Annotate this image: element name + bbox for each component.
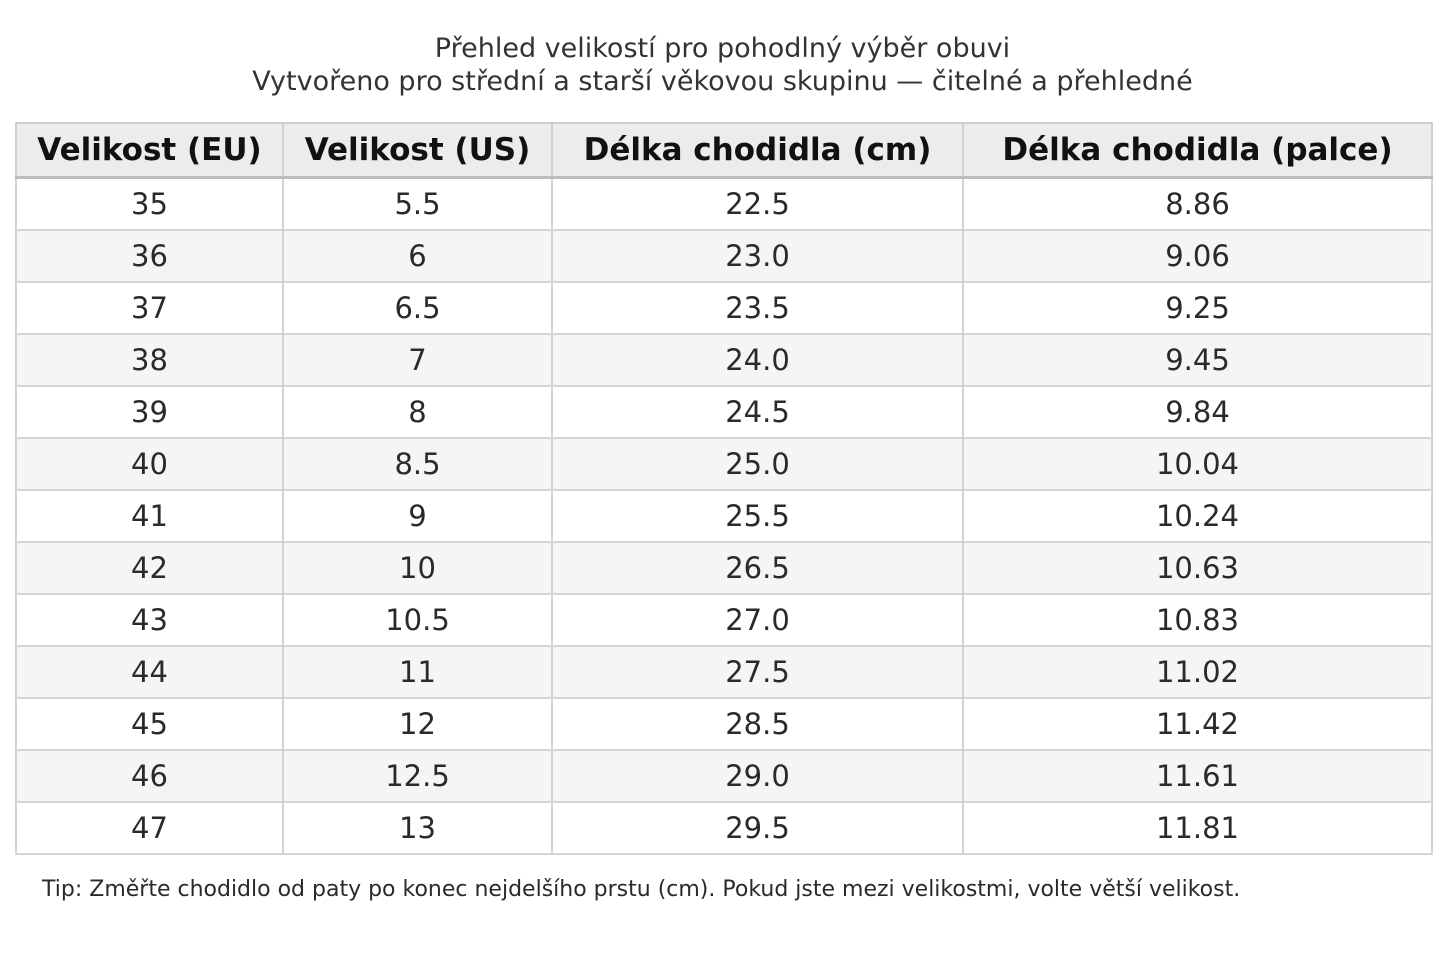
cell-eu-size: 42 <box>15 541 284 595</box>
cell-eu-size: 35 <box>15 176 284 231</box>
table-row: 44 11 27.5 11.02 <box>15 645 1433 699</box>
table-header: Velikost (EU) Velikost (US) Délka chodid… <box>15 122 1433 179</box>
cell-eu-size: 46 <box>15 749 284 803</box>
table-row: 36 6 23.0 9.06 <box>15 229 1433 283</box>
page-subtitle: Vytvořeno pro střední a starší věkovou s… <box>252 66 1193 97</box>
size-table: Velikost (EU) Velikost (US) Délka chodid… <box>15 122 1433 855</box>
cell-us-size: 10 <box>282 541 553 595</box>
table-row: 38 7 24.0 9.45 <box>15 333 1433 387</box>
cell-foot-length-inches: 11.61 <box>962 749 1433 803</box>
cell-foot-length-cm: 27.0 <box>551 593 964 647</box>
cell-foot-length-inches: 11.42 <box>962 697 1433 751</box>
cell-foot-length-inches: 10.63 <box>962 541 1433 595</box>
cell-us-size: 10.5 <box>282 593 553 647</box>
table-row: 45 12 28.5 11.42 <box>15 697 1433 751</box>
cell-foot-length-inches: 9.25 <box>962 281 1433 335</box>
cell-eu-size: 44 <box>15 645 284 699</box>
header-foot-length-inches: Délka chodidla (palce) <box>962 122 1433 179</box>
header-foot-length-cm: Délka chodidla (cm) <box>551 122 964 179</box>
header-row: Velikost (EU) Velikost (US) Délka chodid… <box>15 122 1433 179</box>
table-row: 35 5.5 22.5 8.86 <box>15 176 1433 231</box>
table-row: 47 13 29.5 11.81 <box>15 801 1433 855</box>
cell-foot-length-inches: 11.81 <box>962 801 1433 855</box>
table-row: 41 9 25.5 10.24 <box>15 489 1433 543</box>
cell-foot-length-cm: 23.0 <box>551 229 964 283</box>
cell-foot-length-cm: 27.5 <box>551 645 964 699</box>
cell-us-size: 8.5 <box>282 437 553 491</box>
table-body: 35 5.5 22.5 8.86 36 6 23.0 9.06 37 6.5 23.5 9.25 38 7… <box>15 176 1433 855</box>
cell-us-size: 12 <box>282 697 553 751</box>
cell-foot-length-cm: 24.5 <box>551 385 964 439</box>
cell-foot-length-cm: 23.5 <box>551 281 964 335</box>
cell-us-size: 6 <box>282 229 553 283</box>
cell-eu-size: 45 <box>15 697 284 751</box>
table-row: 43 10.5 27.0 10.83 <box>15 593 1433 647</box>
cell-eu-size: 47 <box>15 801 284 855</box>
table-row: 46 12.5 29.0 11.61 <box>15 749 1433 803</box>
header-eu-size: Velikost (EU) <box>15 122 284 179</box>
cell-us-size: 12.5 <box>282 749 553 803</box>
cell-foot-length-cm: 25.0 <box>551 437 964 491</box>
cell-foot-length-inches: 10.04 <box>962 437 1433 491</box>
cell-foot-length-cm: 28.5 <box>551 697 964 751</box>
table-row: 37 6.5 23.5 9.25 <box>15 281 1433 335</box>
table-row: 40 8.5 25.0 10.04 <box>15 437 1433 491</box>
cell-foot-length-inches: 11.02 <box>962 645 1433 699</box>
cell-eu-size: 39 <box>15 385 284 439</box>
cell-eu-size: 36 <box>15 229 284 283</box>
cell-eu-size: 40 <box>15 437 284 491</box>
table-row: 39 8 24.5 9.84 <box>15 385 1433 439</box>
cell-foot-length-cm: 24.0 <box>551 333 964 387</box>
cell-foot-length-cm: 29.0 <box>551 749 964 803</box>
tip-text: Tip: Změřte chodidlo od paty po konec ne… <box>42 877 1241 902</box>
cell-foot-length-inches: 10.24 <box>962 489 1433 543</box>
cell-foot-length-inches: 10.83 <box>962 593 1433 647</box>
cell-us-size: 13 <box>282 801 553 855</box>
cell-eu-size: 43 <box>15 593 284 647</box>
cell-us-size: 5.5 <box>282 176 553 231</box>
cell-foot-length-inches: 9.84 <box>962 385 1433 439</box>
cell-eu-size: 37 <box>15 281 284 335</box>
cell-us-size: 9 <box>282 489 553 543</box>
table-row: 42 10 26.5 10.63 <box>15 541 1433 595</box>
cell-foot-length-cm: 25.5 <box>551 489 964 543</box>
cell-foot-length-inches: 9.06 <box>962 229 1433 283</box>
title-block: Přehled velikostí pro pohodlný výběr obu… <box>0 32 1445 98</box>
cell-foot-length-cm: 22.5 <box>551 176 964 231</box>
cell-foot-length-cm: 29.5 <box>551 801 964 855</box>
cell-us-size: 8 <box>282 385 553 439</box>
cell-us-size: 6.5 <box>282 281 553 335</box>
cell-foot-length-inches: 9.45 <box>962 333 1433 387</box>
cell-eu-size: 41 <box>15 489 284 543</box>
cell-us-size: 7 <box>282 333 553 387</box>
page-title: Přehled velikostí pro pohodlný výběr obu… <box>434 33 1011 64</box>
cell-foot-length-cm: 26.5 <box>551 541 964 595</box>
cell-eu-size: 38 <box>15 333 284 387</box>
cell-foot-length-inches: 8.86 <box>962 176 1433 231</box>
cell-us-size: 11 <box>282 645 553 699</box>
header-us-size: Velikost (US) <box>282 122 553 179</box>
